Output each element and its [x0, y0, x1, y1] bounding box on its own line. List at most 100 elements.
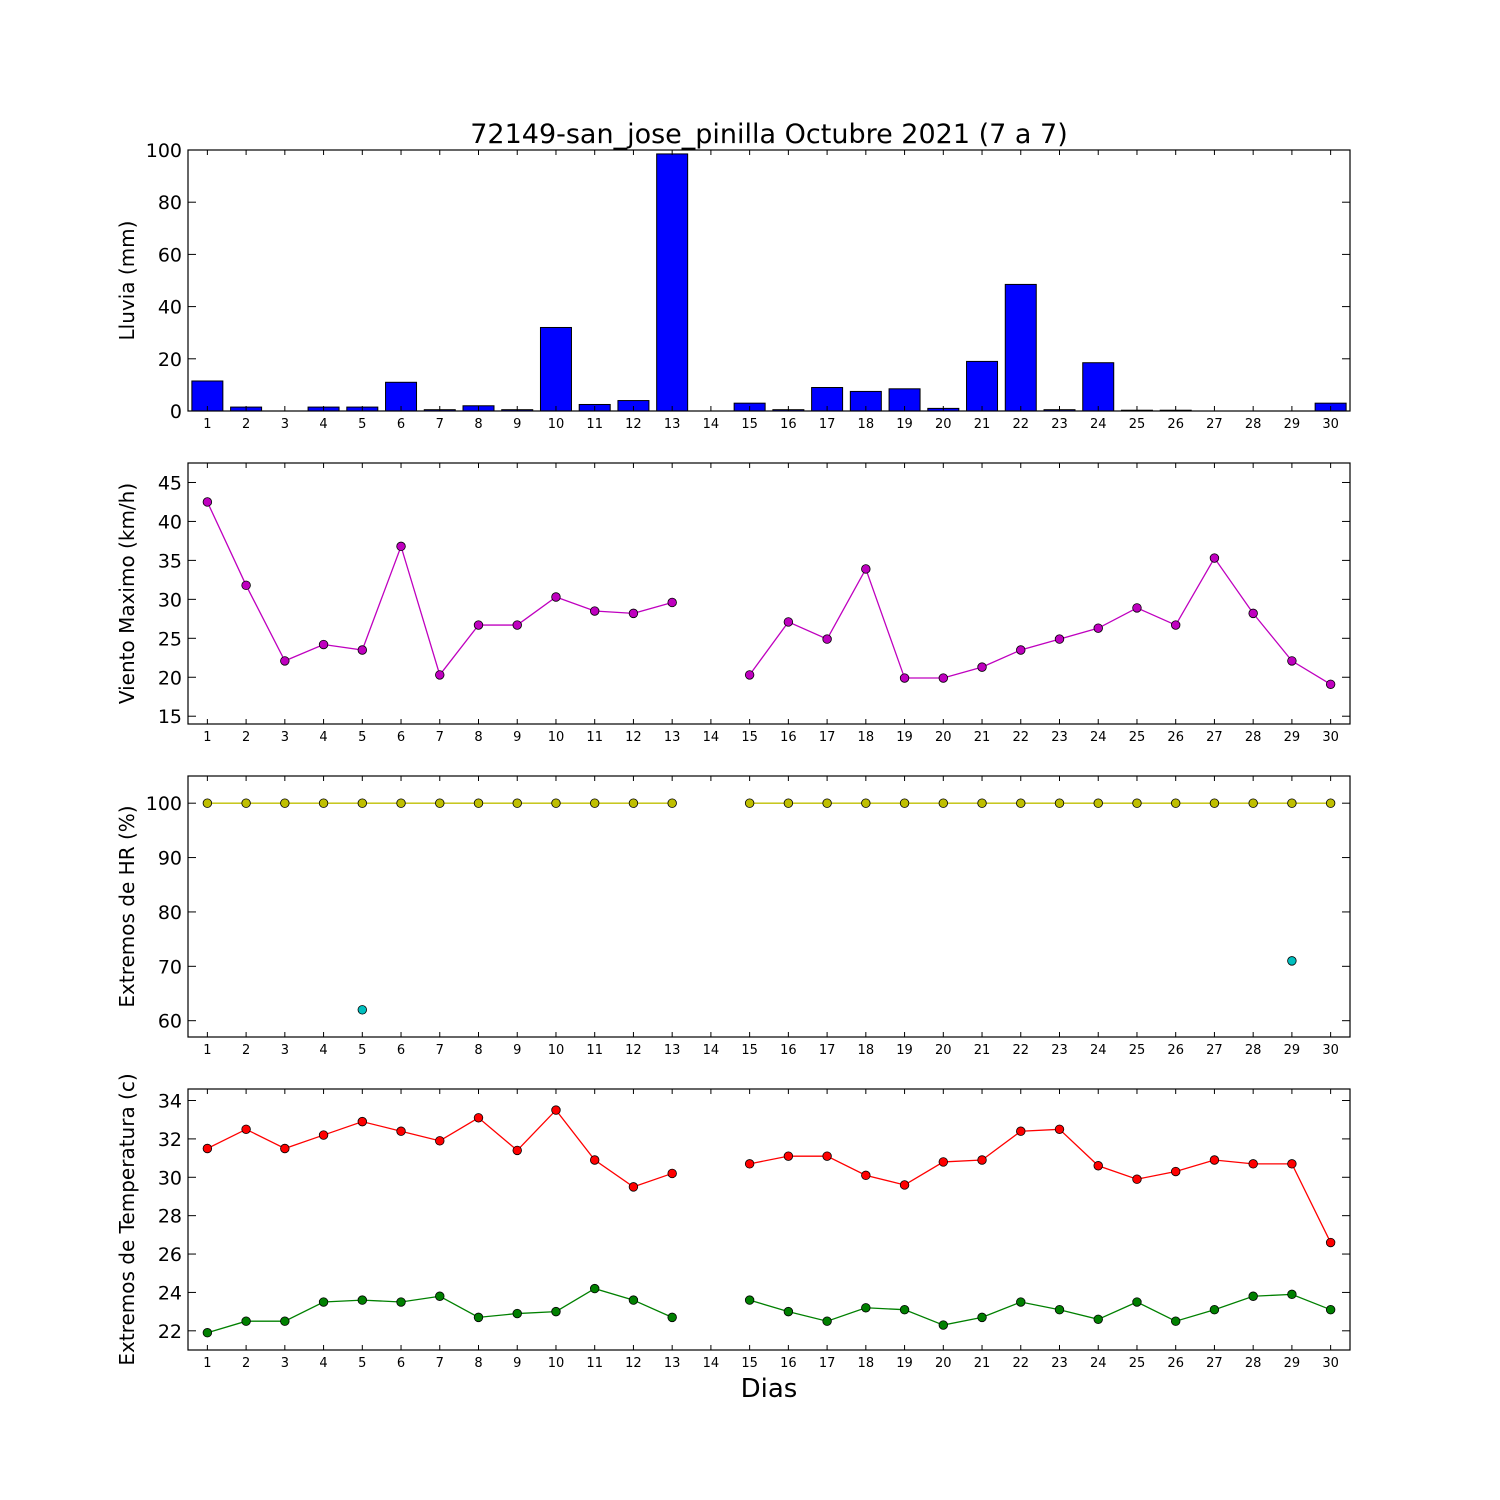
x-tick-label: 18 — [858, 1043, 875, 1058]
x-tick-label: 14 — [703, 417, 720, 432]
series-1-point-day-18 — [861, 564, 871, 574]
x-tick-label: 7 — [436, 1356, 444, 1371]
series-1-point-day-28 — [1248, 608, 1258, 619]
x-tick-label: 25 — [1129, 730, 1146, 745]
series-1-line-segment-1 — [207, 1109, 673, 1188]
x-tick-label: 27 — [1206, 417, 1223, 432]
series-1-point-day-23 — [1054, 798, 1065, 808]
x-tick-label: 14 — [703, 1356, 720, 1371]
y-tick-label: 30 — [158, 1167, 182, 1189]
x-tick-label: 27 — [1206, 1043, 1223, 1058]
series-1-point-day-11 — [590, 798, 600, 808]
series-1-point-day-21 — [977, 662, 987, 672]
x-tick-label: 19 — [896, 417, 913, 432]
series-2-point-day-29 — [1287, 1289, 1297, 1300]
x-tick-label: 15 — [741, 1356, 758, 1371]
series-2-point-day-22 — [1016, 1297, 1026, 1307]
y-tick-label: 60 — [158, 244, 182, 266]
x-tick-label: 1 — [203, 1356, 211, 1371]
series-2-point-day-7 — [435, 1291, 445, 1301]
x-tick-label: 3 — [281, 1356, 289, 1371]
series-1-point-day-2 — [241, 580, 251, 591]
x-tick-label: 21 — [974, 1043, 991, 1058]
series-1-point-day-4 — [318, 639, 329, 650]
x-tick-label: 12 — [625, 1356, 642, 1371]
y-tick-label: 90 — [158, 848, 182, 870]
series-1-point-day-23 — [1054, 634, 1065, 644]
series-1-point-day-30 — [1325, 1237, 1336, 1248]
series-1-point-day-7 — [435, 1136, 445, 1146]
bar-day-10 — [539, 326, 572, 412]
x-tick-label: 11 — [586, 417, 603, 432]
x-tick-label: 29 — [1284, 730, 1301, 745]
series-1-line-segment-1 — [206, 501, 673, 677]
y-tick-label: 24 — [158, 1282, 182, 1304]
x-tick-label: 3 — [281, 1043, 289, 1058]
series-1-point-day-6 — [396, 1126, 406, 1136]
series-1-point-day-20 — [938, 798, 949, 808]
series-1-point-day-1 — [202, 798, 213, 808]
y-tick-label: 28 — [158, 1206, 182, 1228]
series-1-point-day-10 — [551, 1105, 561, 1115]
series-1-point-day-5 — [357, 798, 368, 808]
x-tick-label: 27 — [1206, 1356, 1223, 1371]
x-tick-label: 11 — [586, 1356, 603, 1371]
series-1-point-day-15 — [744, 1159, 755, 1169]
series-1-point-day-24 — [1093, 623, 1103, 633]
x-tick-label: 25 — [1129, 1356, 1146, 1371]
x-tick-label: 13 — [664, 417, 681, 432]
x-tick-label: 11 — [586, 1043, 603, 1058]
bar-day-1 — [191, 380, 224, 412]
x-tick-label: 17 — [819, 417, 836, 432]
series-1-point-day-1 — [202, 497, 213, 507]
bar-day-21 — [966, 360, 999, 412]
series-1-point-day-13 — [667, 798, 677, 808]
series-1-point-day-7 — [435, 670, 445, 680]
series-2-point-day-19 — [899, 1304, 910, 1315]
x-tick-label: 24 — [1090, 417, 1107, 432]
series-1-point-day-25 — [1132, 1174, 1142, 1184]
x-tick-label: 20 — [935, 417, 952, 432]
series-1-point-day-5 — [357, 1116, 368, 1127]
x-tick-label: 8 — [474, 730, 482, 745]
y-tick-label: 60 — [158, 1011, 182, 1033]
x-tick-label: 21 — [974, 1356, 991, 1371]
x-tick-label: 8 — [474, 1043, 482, 1058]
series-1-point-day-15 — [744, 670, 755, 680]
x-tick-label: 10 — [548, 1043, 565, 1058]
x-tick-label: 4 — [319, 417, 327, 432]
x-tick-label: 4 — [319, 1356, 327, 1371]
series-1-point-day-24 — [1093, 1161, 1103, 1171]
series-2-point-day-28 — [1248, 1291, 1258, 1301]
x-tick-label: 7 — [436, 730, 444, 745]
x-tick-label: 3 — [281, 730, 289, 745]
series-1-point-day-3 — [280, 1143, 290, 1154]
panel-2: 1 2 3 4 5 6 7 8 9 10 11 12 13 14 15 16 17 18 19 20 21 22 23 24 2… — [115, 462, 1351, 745]
panel-1: 1 2 3 4 5 6 7 8 9 10 11 12 13 14 15 16 17 18 19 20 21 22 23 24 2… — [115, 140, 1351, 432]
series-1-point-day-9 — [512, 620, 522, 630]
series-1-point-day-8 — [473, 620, 484, 630]
series-1-point-day-8 — [473, 798, 484, 808]
x-tick-label: 1 — [203, 730, 211, 745]
series-1-point-day-27 — [1209, 1155, 1220, 1165]
series-1-point-day-3 — [280, 798, 290, 808]
x-tick-label: 19 — [896, 1043, 913, 1058]
x-tick-label: 12 — [625, 417, 642, 432]
series-2-point-day-3 — [280, 1316, 290, 1326]
series-2-point-day-26 — [1170, 1316, 1181, 1326]
series-2-point-day-9 — [512, 1308, 522, 1319]
x-tick-label: 5 — [358, 417, 366, 432]
x-tick-label: 13 — [664, 1356, 681, 1371]
series-1-line-segment-2 — [749, 1128, 1332, 1243]
x-tick-label: 2 — [242, 1356, 250, 1371]
x-tick-label: 16 — [780, 1043, 797, 1058]
x-tick-label: 6 — [397, 1356, 405, 1371]
x-tick-label: 9 — [513, 730, 521, 745]
x-tick-label: 29 — [1284, 1043, 1301, 1058]
series-2-point-day-17 — [822, 1316, 832, 1326]
x-tick-label: 26 — [1167, 730, 1184, 745]
x-tick-label: 9 — [513, 1043, 521, 1058]
y-tick-label: 0 — [170, 401, 182, 423]
panel-4-frame — [187, 1088, 1351, 1351]
x-tick-label: 6 — [397, 1043, 405, 1058]
